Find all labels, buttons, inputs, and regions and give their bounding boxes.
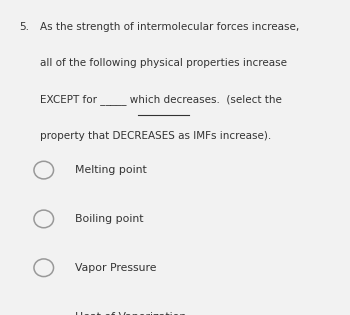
Text: 5.: 5. [19,22,29,32]
Text: As the strength of intermolecular forces increase,: As the strength of intermolecular forces… [40,22,300,32]
Text: property that DECREASES as IMFs increase).: property that DECREASES as IMFs increase… [40,131,272,141]
Text: Boiling point: Boiling point [75,214,144,224]
Text: EXCEPT for _____ which decreases.  (select the: EXCEPT for _____ which decreases. (selec… [40,94,282,106]
Text: Vapor Pressure: Vapor Pressure [75,263,157,273]
Text: Melting point: Melting point [75,165,147,175]
Text: all of the following physical properties increase: all of the following physical properties… [40,58,287,68]
Text: Heat of Vaporization: Heat of Vaporization [75,312,187,315]
